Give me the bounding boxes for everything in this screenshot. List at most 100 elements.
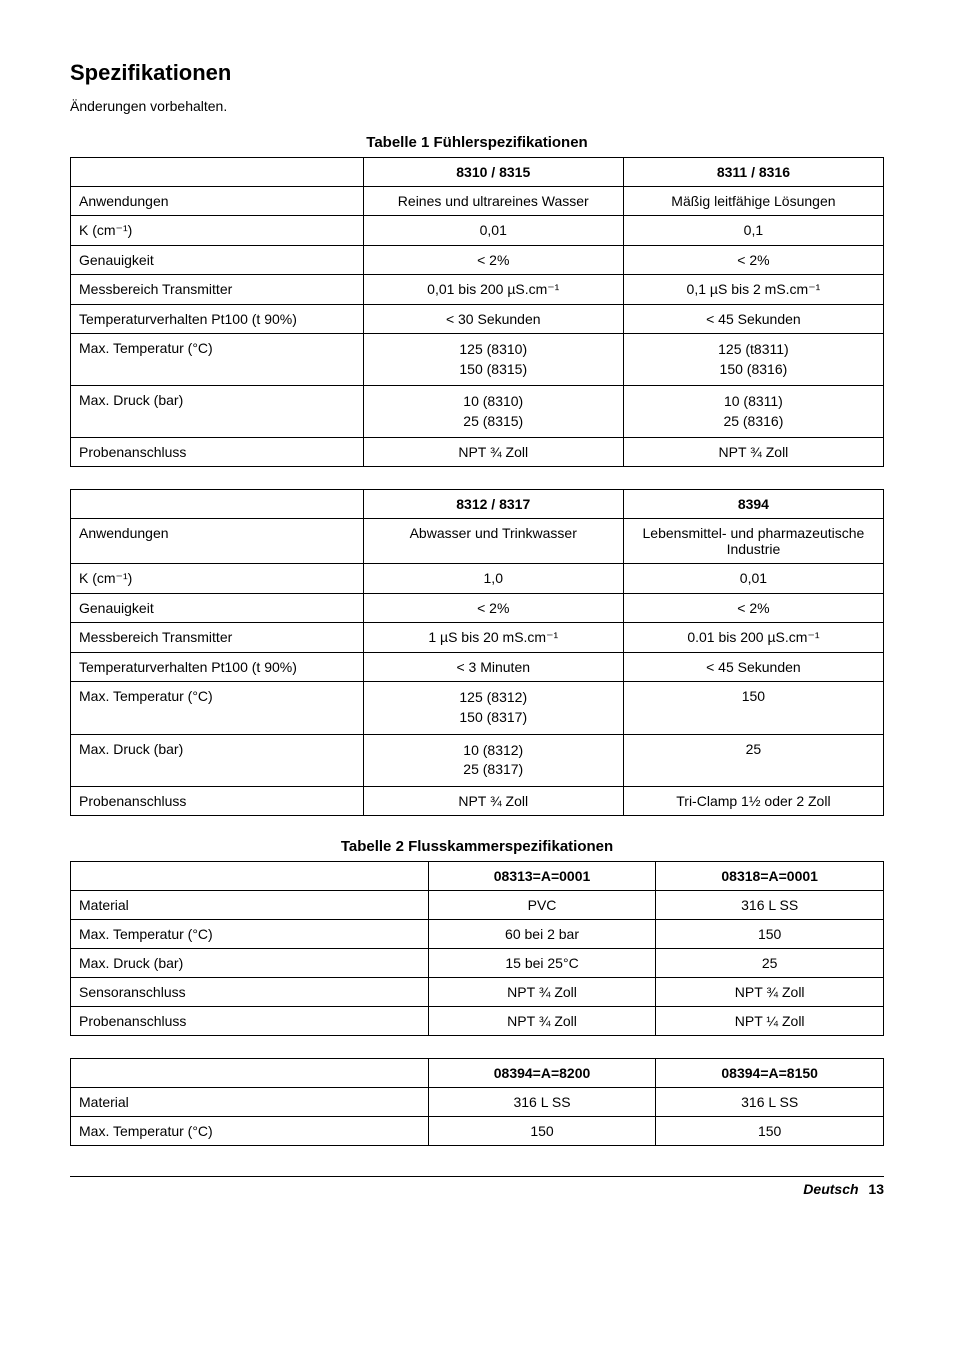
table-row: Max. Temperatur (°C) 60 bei 2 bar 150 — [71, 919, 884, 948]
row-label: K (cm⁻¹) — [71, 216, 364, 246]
cell: 150 — [428, 1116, 656, 1145]
table-row: Max. Druck (bar) 10 (8310) 25 (8315) 10 … — [71, 386, 884, 438]
row-label: Max. Druck (bar) — [71, 386, 364, 438]
cell-line: 10 (8310) — [372, 392, 615, 412]
cell: < 2% — [363, 594, 623, 623]
row-label: Anwendungen — [71, 187, 364, 216]
cell: < 45 Sekunden — [623, 653, 883, 682]
spec-table-2b: 08394=A=8200 08394=A=8150 Material 316 L… — [70, 1058, 884, 1146]
row-label: Max. Temperatur (°C) — [71, 682, 364, 734]
cell-line: 125 (8312) — [372, 688, 615, 708]
cell: 25 — [656, 948, 884, 977]
cell: 0,01 — [363, 216, 623, 246]
row-label: Max. Druck (bar) — [71, 948, 429, 977]
table-row: Probenanschluss NPT ¾ Zoll NPT ¾ Zoll — [71, 438, 884, 467]
cell: Tri-Clamp 1½ oder 2 Zoll — [623, 786, 883, 815]
row-label: Messbereich Transmitter — [71, 275, 364, 305]
row-label: Genauigkeit — [71, 246, 364, 275]
table-header: 8394 — [623, 490, 883, 519]
cell: Lebensmittel- und pharmazeutische Indust… — [623, 519, 883, 564]
spec-table-2a: 08313=A=0001 08318=A=0001 Material PVC 3… — [70, 861, 884, 1036]
table-row: Max. Druck (bar) 10 (8312) 25 (8317) 25 — [71, 734, 884, 786]
cell: 125 (8310) 150 (8315) — [363, 334, 623, 386]
row-label: K (cm⁻¹) — [71, 564, 364, 594]
cell: < 45 Sekunden — [623, 305, 883, 334]
page-footer: Deutsch 13 — [70, 1176, 884, 1197]
cell: 150 — [656, 1116, 884, 1145]
table-row: 08313=A=0001 08318=A=0001 — [71, 861, 884, 890]
cell: 316 L SS — [656, 890, 884, 919]
table-row: Anwendungen Abwasser und Trinkwasser Leb… — [71, 519, 884, 564]
cell-line: 125 (t8311) — [632, 340, 875, 360]
cell: 0,1 µS bis 2 mS.cm⁻¹ — [623, 275, 883, 305]
table-header: 08394=A=8150 — [656, 1058, 884, 1087]
cell-line: 25 (8316) — [632, 412, 875, 432]
cell: 25 — [623, 734, 883, 786]
row-label: Messbereich Transmitter — [71, 623, 364, 653]
cell-line: 25 (8317) — [372, 760, 615, 780]
table-header: 08318=A=0001 — [656, 861, 884, 890]
cell: 0,01 bis 200 µS.cm⁻¹ — [363, 275, 623, 305]
cell: < 30 Sekunden — [363, 305, 623, 334]
row-label: Max. Temperatur (°C) — [71, 919, 429, 948]
table2-caption: Tabelle 2 Flusskammerspezifikationen — [70, 838, 884, 855]
table-row: Max. Druck (bar) 15 bei 25°C 25 — [71, 948, 884, 977]
table-header: 8312 / 8317 — [363, 490, 623, 519]
cell: NPT ¾ Zoll — [428, 1006, 656, 1035]
spec-table-1b: 8312 / 8317 8394 Anwendungen Abwasser un… — [70, 489, 884, 815]
cell: < 2% — [623, 594, 883, 623]
cell: < 2% — [363, 246, 623, 275]
table-row: Probenanschluss NPT ¾ Zoll Tri-Clamp 1½ … — [71, 786, 884, 815]
table-header: 8311 / 8316 — [623, 158, 883, 187]
table-row: Genauigkeit < 2% < 2% — [71, 246, 884, 275]
row-label: Temperaturverhalten Pt100 (t 90%) — [71, 305, 364, 334]
cell: NPT ¼ Zoll — [656, 1006, 884, 1035]
table-header: 08313=A=0001 — [428, 861, 656, 890]
table1-caption: Tabelle 1 Fühlerspezifikationen — [70, 134, 884, 151]
cell: 10 (8312) 25 (8317) — [363, 734, 623, 786]
cell: 10 (8310) 25 (8315) — [363, 386, 623, 438]
table-header-blank — [71, 861, 429, 890]
cell: 150 — [656, 919, 884, 948]
row-label: Temperaturverhalten Pt100 (t 90%) — [71, 653, 364, 682]
table-row: 8310 / 8315 8311 / 8316 — [71, 158, 884, 187]
page-subtitle: Änderungen vorbehalten. — [70, 98, 884, 114]
cell: 316 L SS — [428, 1087, 656, 1116]
cell: 1 µS bis 20 mS.cm⁻¹ — [363, 623, 623, 653]
table-row: 08394=A=8200 08394=A=8150 — [71, 1058, 884, 1087]
cell-line: 150 (8315) — [372, 360, 615, 380]
row-label: Max. Temperatur (°C) — [71, 334, 364, 386]
table-header-blank — [71, 158, 364, 187]
row-label: Probenanschluss — [71, 786, 364, 815]
table-row: Material PVC 316 L SS — [71, 890, 884, 919]
row-label: Sensoranschluss — [71, 977, 429, 1006]
cell: < 3 Minuten — [363, 653, 623, 682]
cell: 0.01 bis 200 µS.cm⁻¹ — [623, 623, 883, 653]
table-row: Max. Temperatur (°C) 150 150 — [71, 1116, 884, 1145]
cell: 125 (8312) 150 (8317) — [363, 682, 623, 734]
footer-page-number: 13 — [868, 1181, 884, 1197]
row-label: Max. Druck (bar) — [71, 734, 364, 786]
cell: NPT ¾ Zoll — [363, 786, 623, 815]
cell: 15 bei 25°C — [428, 948, 656, 977]
cell: Abwasser und Trinkwasser — [363, 519, 623, 564]
table-row: K (cm⁻¹) 0,01 0,1 — [71, 216, 884, 246]
cell: 1,0 — [363, 564, 623, 594]
cell: NPT ¾ Zoll — [428, 977, 656, 1006]
page-heading: Spezifikationen — [70, 60, 884, 86]
table-row: Temperaturverhalten Pt100 (t 90%) < 30 S… — [71, 305, 884, 334]
table-row: Probenanschluss NPT ¾ Zoll NPT ¼ Zoll — [71, 1006, 884, 1035]
table-header-blank — [71, 490, 364, 519]
table-row: Genauigkeit < 2% < 2% — [71, 594, 884, 623]
table-row: Messbereich Transmitter 0,01 bis 200 µS.… — [71, 275, 884, 305]
row-label: Probenanschluss — [71, 438, 364, 467]
cell: Reines und ultrareines Wasser — [363, 187, 623, 216]
table-row: Messbereich Transmitter 1 µS bis 20 mS.c… — [71, 623, 884, 653]
cell: Mäßig leitfähige Lösungen — [623, 187, 883, 216]
cell: NPT ¾ Zoll — [363, 438, 623, 467]
footer-language: Deutsch — [803, 1181, 858, 1197]
cell-line: 10 (8312) — [372, 741, 615, 761]
row-label: Anwendungen — [71, 519, 364, 564]
row-label: Material — [71, 890, 429, 919]
cell: 0,1 — [623, 216, 883, 246]
